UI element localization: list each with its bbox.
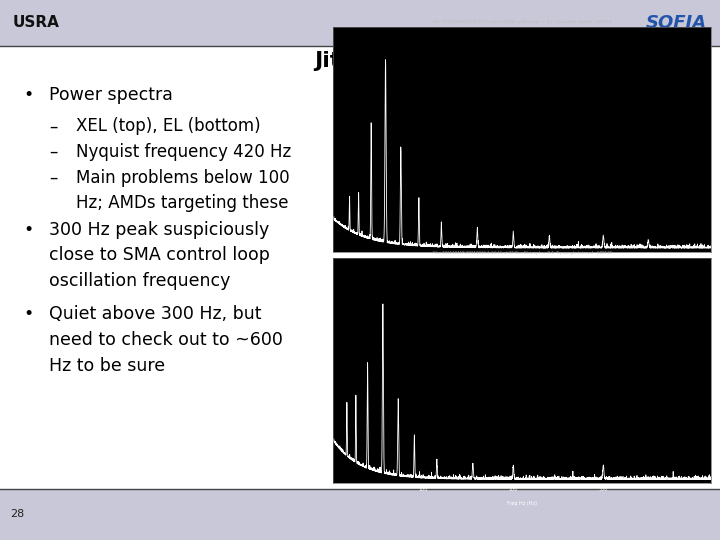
Text: Quiet above 300 Hz, but: Quiet above 300 Hz, but xyxy=(49,306,261,323)
Text: USRA: USRA xyxy=(13,16,60,30)
Text: need to check out to ~600: need to check out to ~600 xyxy=(49,331,283,349)
Text: Jitter, II: Jitter, II xyxy=(314,51,406,71)
Text: •: • xyxy=(23,221,33,239)
Text: –: – xyxy=(49,117,58,136)
Text: Freq Hz (Hz): Freq Hz (Hz) xyxy=(508,501,537,507)
Text: oscillation frequency: oscillation frequency xyxy=(49,272,230,290)
Text: File: 20111016.LOCUS.CS-15--Jitter 22 REL->XEL.ampl  --  0.1  Try.sample Interva: File: 20111016.LOCUS.CS-15--Jitter 22 RE… xyxy=(433,19,611,24)
Text: 28: 28 xyxy=(10,509,24,519)
Text: Hz to be sure: Hz to be sure xyxy=(49,356,165,375)
Text: 300 Hz peak suspiciously: 300 Hz peak suspiciously xyxy=(49,221,269,239)
Text: –: – xyxy=(49,143,58,161)
Text: Nyquist frequency 420 Hz: Nyquist frequency 420 Hz xyxy=(76,143,291,161)
Text: –: – xyxy=(49,169,58,187)
Text: File: 20111041R.20111016.3-13-11.of 22 EL->EL.ampl  --  0.1  Try.sample Interval: File: 20111041R.20111016.3-13-11.of 22 E… xyxy=(433,251,612,255)
Text: Power spectra: Power spectra xyxy=(49,86,173,104)
Bar xyxy=(0,489,720,540)
Text: close to SMA control loop: close to SMA control loop xyxy=(49,246,270,264)
Bar xyxy=(0,0,720,46)
Text: •: • xyxy=(23,306,33,323)
Text: SOFIA: SOFIA xyxy=(646,14,707,32)
Text: XEL (top), EL (bottom): XEL (top), EL (bottom) xyxy=(76,117,260,136)
Text: Main problems below 100: Main problems below 100 xyxy=(76,169,289,187)
Text: •: • xyxy=(23,86,33,104)
Text: Hz; AMDs targeting these: Hz; AMDs targeting these xyxy=(76,193,288,212)
